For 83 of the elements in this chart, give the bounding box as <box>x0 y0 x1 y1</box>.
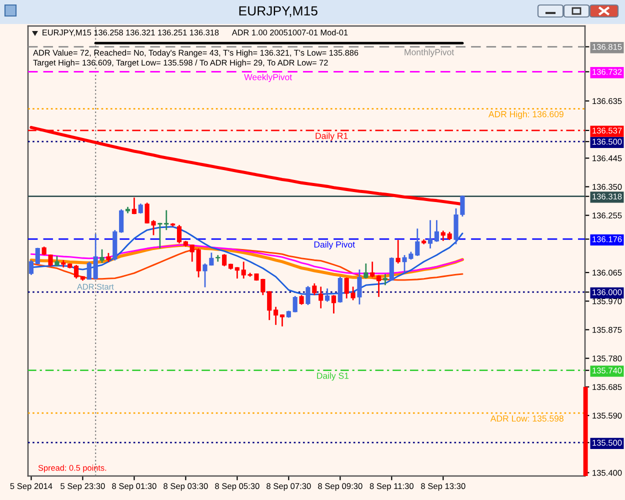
candlestick <box>299 294 304 306</box>
candlestick <box>267 290 272 321</box>
candlestick <box>241 260 246 280</box>
candlestick <box>338 276 342 304</box>
y-tick-label: 135.400 <box>592 470 622 476</box>
ref-line-label: MonthlyPivot <box>404 48 454 58</box>
candlestick <box>274 306 278 326</box>
x-tick-label: 8 Sep 03:30 <box>164 483 208 491</box>
y-tick-label: 135.500 <box>592 440 622 446</box>
candlestick <box>370 260 375 278</box>
x-tick-label: 8 Sep 01:30 <box>112 483 156 491</box>
y-tick-label: 135.590 <box>592 412 622 419</box>
y-tick-label: 136.350 <box>592 184 622 190</box>
candlestick <box>434 219 439 243</box>
candlestick <box>382 273 388 286</box>
candlestick <box>132 196 136 215</box>
ref-line-label: Daily R1 <box>316 132 348 141</box>
y-tick-label: 135.780 <box>592 356 622 362</box>
candlestick <box>318 286 324 310</box>
ref-line-label: ADR Low: 135.598 <box>490 415 564 422</box>
candlestick <box>312 282 317 296</box>
x-tick-label: 5 Sep 23:30 <box>60 483 105 491</box>
annotation: ADR Start <box>76 284 114 290</box>
annotation: Target High= 136.609, Target Low= 135.598 / To ADR High= 29, To ADR Low= 72 <box>33 60 328 68</box>
y-tick-label: 136.635 <box>592 98 622 104</box>
candlestick <box>428 219 433 250</box>
candlestick <box>54 255 60 267</box>
ref-line-label: ADR High: 136.609 <box>488 110 564 120</box>
candlestick <box>364 262 368 280</box>
ref-line-label: Daily S1 <box>317 372 349 381</box>
candlestick <box>306 285 310 306</box>
annotation: ADR Value= 72, Reached= No, Today's Range= 43, T's High= 136.321, T's Low= 135.886 <box>33 50 358 58</box>
candlestick <box>292 295 298 313</box>
candlestick <box>280 314 285 328</box>
x-tick-label: 5 Sep 2014 <box>10 483 52 491</box>
candlestick <box>28 259 34 276</box>
y-tick-label: 135.685 <box>592 384 622 390</box>
annotation: EURJPY,M15 136.258 136.321 136.251 136.318 <box>42 30 219 36</box>
candlestick <box>415 228 420 257</box>
x-tick-label: 8 Sep 05:30 <box>215 483 260 491</box>
candlestick <box>234 266 240 280</box>
x-tick-label: 8 Sep 13:30 <box>421 483 466 491</box>
candlestick <box>389 256 394 282</box>
candlestick <box>396 239 400 264</box>
annotation: ADR 1.00 20051007-01 Mod-01 <box>232 29 348 36</box>
y-tick-label: 136.500 <box>592 138 622 145</box>
candlestick <box>190 244 194 262</box>
candlestick <box>325 288 330 302</box>
candlestick <box>176 224 182 244</box>
candlestick <box>376 274 382 298</box>
candlestick <box>100 248 104 264</box>
candlestick <box>86 260 92 280</box>
y-tick-label: 135.970 <box>592 298 622 304</box>
chart-title: EURJPY,M15 <box>239 6 318 18</box>
y-tick-label: 136.176 <box>592 236 622 242</box>
x-tick-label: 8 Sep 11:30 <box>370 483 414 491</box>
y-tick-label: 136.065 <box>592 270 622 276</box>
y-tick-label: 136.537 <box>592 128 622 134</box>
candlestick <box>119 208 124 234</box>
candlestick <box>222 253 227 267</box>
y-tick-label: 135.740 <box>592 368 622 374</box>
candlestick <box>93 233 98 280</box>
annotation: Spread: 0.5 points. <box>38 464 106 472</box>
y-tick-label: 136.732 <box>592 68 622 75</box>
candlestick <box>357 268 362 306</box>
y-tick-label: 136.000 <box>592 289 622 296</box>
ref-line-label: Daily Pivot <box>314 241 355 250</box>
candlestick <box>331 294 336 314</box>
candlestick <box>74 264 79 280</box>
candlestick <box>196 248 201 278</box>
x-tick-label: 8 Sep 09:30 <box>318 483 362 491</box>
ref-line-label: WeeklyPivot <box>244 74 292 82</box>
y-tick-label: 136.815 <box>592 44 622 50</box>
y-tick-label: 136.445 <box>592 155 622 162</box>
candlestick <box>138 202 143 214</box>
y-tick-label: 135.875 <box>592 326 622 333</box>
y-tick-label: 136.255 <box>592 212 622 218</box>
candlestick <box>106 252 111 263</box>
x-tick-label: 8 Sep 07:30 <box>266 483 311 491</box>
candlestick <box>158 222 162 250</box>
y-tick-label: 136.318 <box>592 194 622 200</box>
candlestick <box>164 210 169 231</box>
candlestick <box>440 230 446 242</box>
